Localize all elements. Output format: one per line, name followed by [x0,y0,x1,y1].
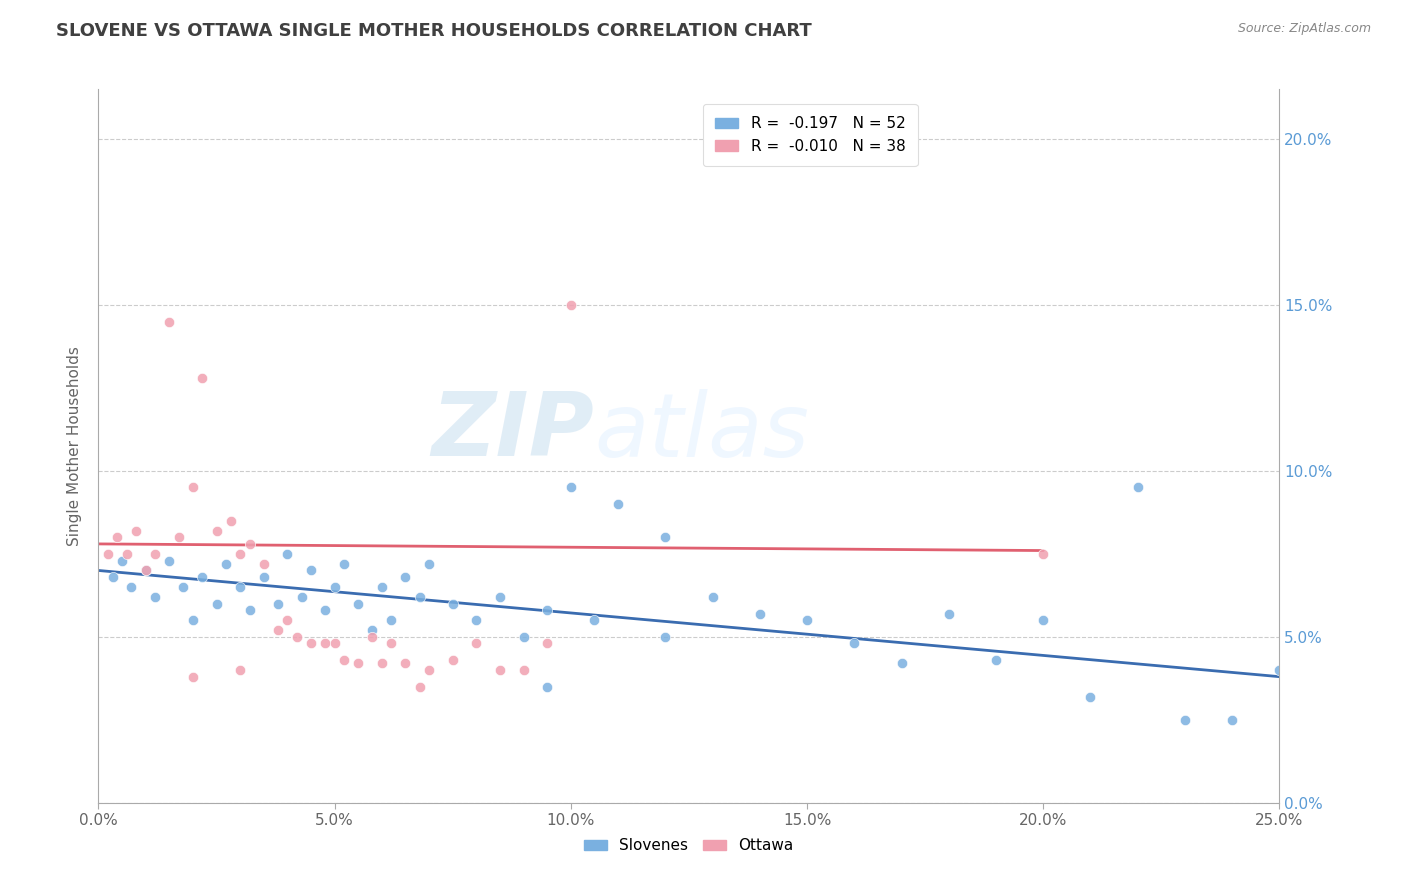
Point [290,590,312,604]
Point [215,557,238,571]
Point [253,570,276,584]
Point [239,537,262,551]
Point [408,680,430,694]
Point [1174,713,1197,727]
Point [101,570,124,584]
Point [560,481,582,495]
Point [267,597,290,611]
Point [143,590,166,604]
Point [560,298,582,312]
Point [167,530,190,544]
Point [489,663,512,677]
Point [890,657,912,671]
Point [347,657,370,671]
Point [157,314,180,328]
Point [181,670,204,684]
Text: atlas: atlas [595,389,810,475]
Point [380,613,402,627]
Point [654,530,676,544]
Point [285,630,308,644]
Point [191,371,214,385]
Point [157,553,180,567]
Point [253,557,276,571]
Point [380,636,402,650]
Point [371,580,394,594]
Point [536,603,558,617]
Point [333,557,356,571]
Text: ZIP: ZIP [432,388,595,475]
Point [239,603,262,617]
Point [135,564,157,578]
Point [441,653,464,667]
Point [229,663,252,677]
Point [181,613,204,627]
Point [748,607,770,621]
Point [267,624,290,638]
Text: SLOVENE VS OTTAWA SINGLE MOTHER HOUSEHOLDS CORRELATION CHART: SLOVENE VS OTTAWA SINGLE MOTHER HOUSEHOL… [56,22,813,40]
Point [408,590,430,604]
Point [205,597,228,611]
Point [465,636,488,650]
Point [536,636,558,650]
Point [394,657,416,671]
Point [371,657,394,671]
Point [299,636,322,650]
Point [1220,713,1243,727]
Point [219,514,242,528]
Point [135,564,157,578]
Point [181,481,204,495]
Point [844,636,866,650]
Point [796,613,818,627]
Point [1032,613,1054,627]
Point [299,564,322,578]
Text: Source: ZipAtlas.com: Source: ZipAtlas.com [1237,22,1371,36]
Point [347,597,370,611]
Point [489,590,512,604]
Point [536,680,558,694]
Point [441,597,464,611]
Point [333,653,356,667]
Point [172,580,194,594]
Point [205,524,228,538]
Point [276,547,298,561]
Point [607,497,630,511]
Point [125,524,148,538]
Point [115,547,138,561]
Point [229,547,252,561]
Point [418,557,440,571]
Point [276,613,298,627]
Point [583,613,606,627]
Legend: Slovenes, Ottawa: Slovenes, Ottawa [578,832,800,859]
Point [314,636,336,650]
Point [1032,547,1054,561]
Point [361,630,384,644]
Point [1268,663,1291,677]
Point [361,624,384,638]
Point [323,580,346,594]
Point [323,636,346,650]
Point [512,663,534,677]
Point [465,613,488,627]
Point [984,653,1007,667]
Y-axis label: Single Mother Households: Single Mother Households [67,346,83,546]
Point [418,663,440,677]
Point [191,570,214,584]
Point [97,547,120,561]
Point [143,547,166,561]
Point [314,603,336,617]
Point [229,580,252,594]
Point [654,630,676,644]
Point [1080,690,1102,704]
Point [512,630,534,644]
Point [1126,481,1149,495]
Point [111,553,134,567]
Point [702,590,724,604]
Point [938,607,960,621]
Point [121,580,143,594]
Point [105,530,128,544]
Point [394,570,416,584]
